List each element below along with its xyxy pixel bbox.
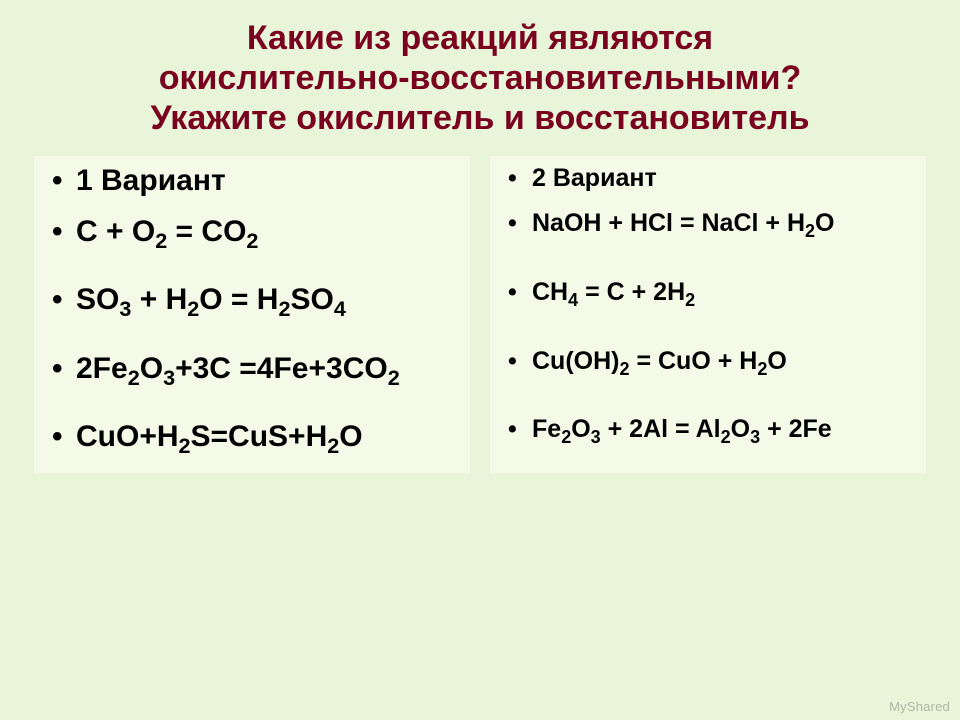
slide-title: Какие из реакций являются окислительно-в…	[34, 18, 926, 138]
variant-2-item: Fe2O3 + 2Al = Al2O3 + 2Fe	[504, 415, 916, 444]
title-line-2: окислительно-восстановительными?	[159, 59, 802, 97]
variant-2-item: NaOH + HCl = NaCl + H2O	[504, 209, 916, 238]
slide: Какие из реакций являются окислительно-в…	[0, 0, 960, 720]
columns: 1 Вариант C + O2 = CO2 SO3 + H2O = H2SO4…	[34, 156, 926, 473]
variant-1-item: C + O2 = CO2	[48, 215, 460, 250]
title-line-3: Укажите окислитель и восстановитель	[150, 99, 809, 137]
list-variant-2: 2 Вариант NaOH + HCl = NaCl + H2O CH4 = …	[504, 164, 916, 444]
column-variant-2: 2 Вариант NaOH + HCl = NaCl + H2O CH4 = …	[490, 156, 926, 473]
variant-2-item: Cu(OH)2 = CuO + H2O	[504, 347, 916, 376]
variant-2-heading: 2 Вариант	[504, 164, 916, 193]
watermark: MyShared	[889, 699, 950, 714]
variant-2-item: CH4 = C + 2H2	[504, 278, 916, 307]
title-line-1: Какие из реакций являются	[247, 19, 713, 57]
list-variant-1: 1 Вариант C + O2 = CO2 SO3 + H2O = H2SO4…	[48, 164, 460, 455]
variant-1-item: SO3 + H2O = H2SO4	[48, 283, 460, 318]
variant-1-item: 2Fe2O3+3C =4Fe+3CO2	[48, 352, 460, 387]
variant-1-item: CuO+H2S=CuS+H2O	[48, 420, 460, 455]
column-variant-1: 1 Вариант C + O2 = CO2 SO3 + H2O = H2SO4…	[34, 156, 470, 473]
variant-1-heading: 1 Вариант	[48, 164, 460, 199]
